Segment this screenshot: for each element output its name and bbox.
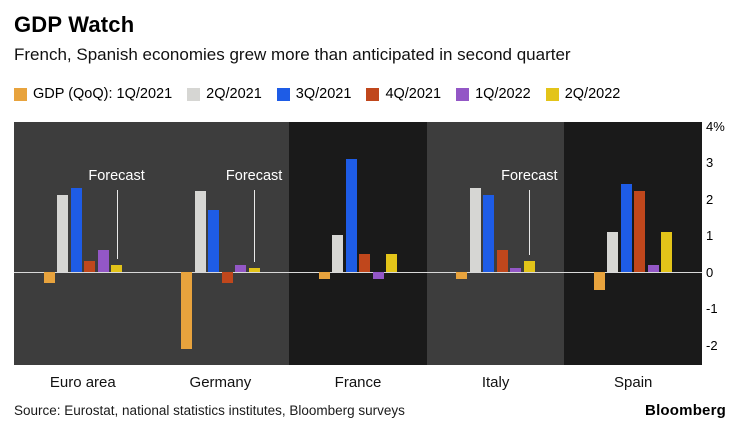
chart-subtitle: French, Spanish economies grew more than…: [14, 45, 571, 64]
legend-item-1q-2021: GDP (QoQ): 1Q/2021: [14, 86, 172, 102]
legend-item-2q-2022: 2Q/2022: [545, 86, 621, 102]
bar-spain-2q-2022: [661, 231, 673, 272]
bar-italy-1q-2021: [456, 271, 468, 280]
bar-spain-3q-2021: [620, 184, 632, 272]
y-axis: 4% 3 2 1 0 -1 -2: [706, 118, 738, 365]
legend-swatch-icon: [545, 87, 559, 101]
legend-item-1q-2022: 1Q/2022: [456, 86, 531, 102]
x-category-label: Spain: [614, 374, 653, 391]
zero-baseline: [14, 271, 702, 273]
forecast-annotation-label: Forecast: [501, 168, 558, 184]
legend-swatch-icon: [187, 87, 201, 101]
forecast-annotation-label: Forecast: [225, 168, 283, 184]
bar-euro-area-2q-2022: [111, 264, 123, 272]
legend-swatch-icon: [366, 87, 380, 101]
chart-area: Forecast Forecast Forecast: [14, 122, 702, 365]
bar-france-1q-2021: [318, 271, 330, 280]
source-note: Source: Eurostat, national statistics in…: [14, 403, 405, 418]
bar-france-1q-2022: [372, 271, 384, 280]
legend-label: 4Q/2021: [385, 86, 442, 102]
bar-euro-area-2q-2021: [57, 195, 69, 272]
forecast-annotation-line: [116, 190, 118, 259]
bar-germany-2q-2021: [194, 191, 206, 272]
chart-footer: Source: Eurostat, national statistics in…: [14, 402, 726, 419]
forecast-annotation-line: [254, 190, 256, 263]
legend-swatch-icon: [14, 87, 27, 101]
legend-label: 1Q/2022: [475, 86, 531, 102]
y-tick-label: -1: [706, 301, 718, 317]
bloomberg-logo: Bloomberg: [645, 402, 726, 419]
plot-area: Forecast Forecast Forecast: [14, 122, 702, 365]
bar-germany-1q-2022: [235, 264, 247, 272]
x-axis-labels: Euro area Germany France Italy Spain: [14, 372, 702, 394]
bar-germany-4q-2021: [221, 271, 233, 283]
x-category-label: Euro area: [49, 374, 116, 391]
legend-item-2q-2021: 2Q/2021: [187, 86, 262, 102]
bar-germany-1q-2021: [181, 271, 193, 349]
bar-france-2q-2022: [386, 253, 398, 272]
legend-item-4q-2021: 4Q/2021: [366, 86, 441, 102]
bar-italy-2q-2021: [469, 187, 481, 272]
forecast-annotation-label: Forecast: [88, 168, 145, 184]
x-category-label: Italy: [481, 374, 510, 391]
forecast-panel: [14, 122, 290, 365]
bar-germany-3q-2021: [208, 209, 220, 272]
y-tick-label: -2: [706, 337, 718, 353]
bar-italy-1q-2022: [510, 268, 522, 272]
bar-euro-area-1q-2021: [43, 271, 55, 283]
x-category-label: France: [334, 374, 382, 391]
legend-item-3q-2021: 3Q/2021: [276, 86, 352, 102]
y-tick-label: 2: [706, 191, 714, 207]
legend-label: 2Q/2021: [206, 86, 262, 102]
legend-label: 2Q/2022: [564, 86, 621, 102]
bar-france-3q-2021: [345, 158, 357, 272]
legend-swatch-icon: [276, 87, 290, 101]
y-tick-label: 0: [706, 264, 714, 280]
chart-title: GDP Watch: [14, 12, 135, 37]
forecast-annotation-line: [529, 190, 531, 255]
bar-euro-area-3q-2021: [70, 187, 82, 272]
y-tick-label: 3: [706, 155, 714, 171]
bar-france-4q-2021: [359, 253, 371, 272]
bar-germany-2q-2022: [248, 268, 260, 272]
bar-euro-area-4q-2021: [84, 260, 96, 272]
bar-spain-1q-2021: [593, 271, 605, 291]
x-category-label: Germany: [189, 374, 252, 391]
legend-swatch-icon: [456, 87, 470, 101]
bar-italy-2q-2022: [523, 260, 535, 272]
bar-euro-area-1q-2022: [97, 249, 109, 272]
y-tick-label: 1: [706, 228, 714, 244]
bar-spain-4q-2021: [634, 191, 646, 272]
bar-italy-3q-2021: [483, 195, 495, 272]
bar-france-2q-2021: [332, 235, 344, 272]
legend-label: GDP (QoQ): 1Q/2021: [33, 86, 173, 102]
bar-spain-1q-2022: [647, 264, 659, 272]
y-tick-label: 4%: [706, 118, 725, 134]
forecast-panel: [426, 122, 565, 365]
chart-header: GDP Watch French, Spanish economies grew…: [14, 12, 726, 65]
bar-italy-4q-2021: [496, 249, 508, 272]
legend: GDP (QoQ): 1Q/2021 2Q/2021 3Q/2021 4Q/2021 1…: [14, 86, 620, 102]
bar-spain-2q-2021: [607, 231, 619, 272]
legend-label: 3Q/2021: [295, 86, 352, 102]
